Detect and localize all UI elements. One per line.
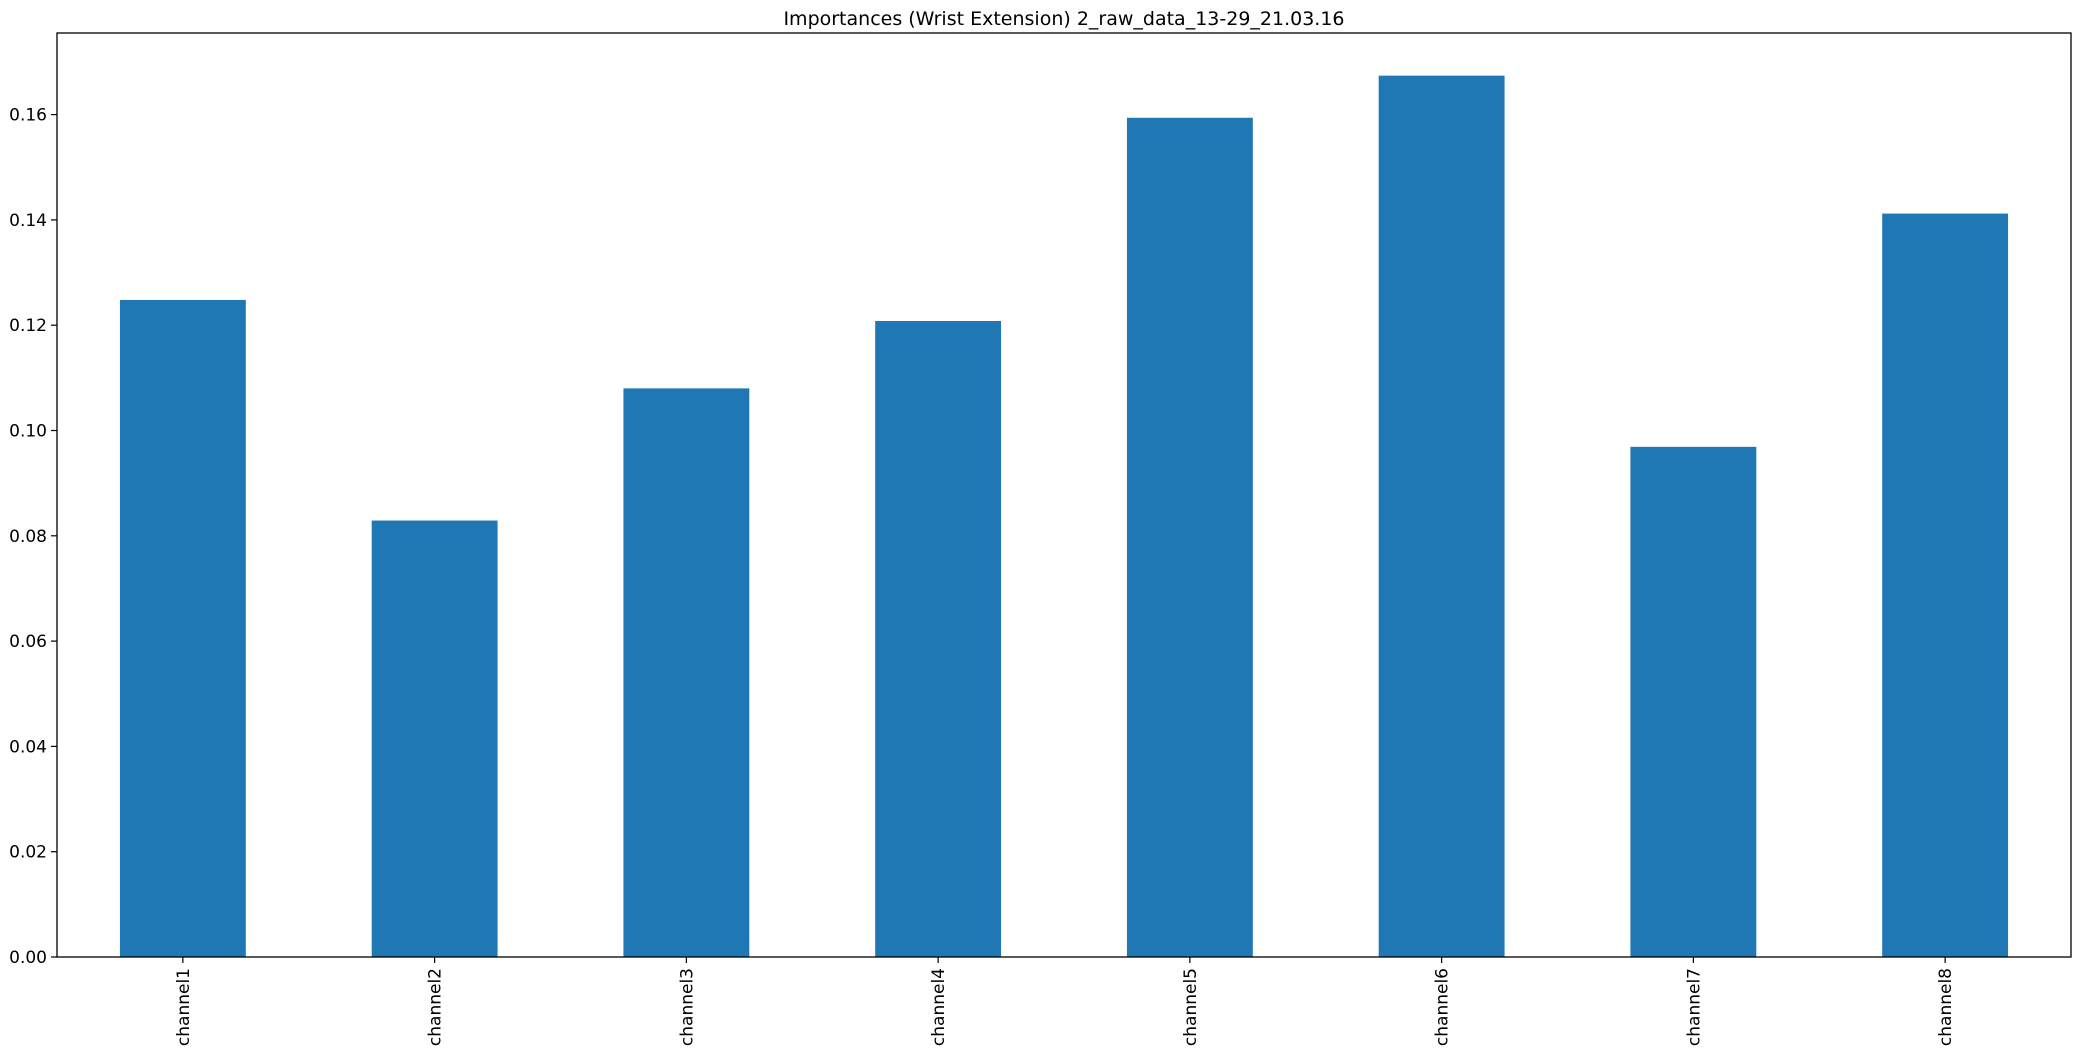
bar-channel2 (371, 520, 498, 957)
bar-channel5 (1126, 117, 1253, 957)
chart-title: Importances (Wrist Extension) 2_raw_data… (783, 8, 1344, 30)
bar-channel4 (875, 320, 1002, 957)
y-tick-label: 0.14 (9, 211, 47, 231)
bars (119, 75, 2009, 958)
bar-channel1 (119, 299, 246, 957)
x-tick-label: channel7 (1684, 968, 1704, 1046)
x-tick-label: channel3 (677, 968, 697, 1046)
x-tick-label: channel8 (1936, 968, 1956, 1046)
x-tick-label: channel2 (426, 968, 446, 1046)
y-tick-label: 0.06 (9, 632, 47, 652)
y-tick-label: 0.08 (9, 527, 47, 547)
y-tick-label: 0.12 (9, 316, 47, 336)
y-tick-label: 0.10 (9, 422, 47, 442)
bar-channel6 (1378, 75, 1505, 957)
plot-frame (56, 32, 2072, 958)
y-tick-label: 0.04 (9, 737, 47, 757)
x-tick-label: channel5 (1181, 968, 1201, 1046)
x-axis: channel1 channel2 channel3 channel4 channel5… (174, 957, 1956, 1046)
y-tick-label: 0.16 (9, 106, 47, 126)
bar-channel3 (623, 388, 750, 957)
bar-channel8 (1882, 213, 2009, 958)
x-tick-label: channel4 (929, 968, 949, 1046)
x-tick-label: channel6 (1433, 968, 1453, 1046)
y-axis: 0.00 0.02 0.04 0.06 0.08 0.10 0.12 0.14 0.16 (9, 106, 57, 968)
y-tick-label: 0.00 (9, 948, 47, 968)
bar-channel7 (1630, 446, 1757, 957)
y-tick-label: 0.02 (9, 843, 47, 863)
x-tick-label: channel1 (174, 968, 194, 1046)
